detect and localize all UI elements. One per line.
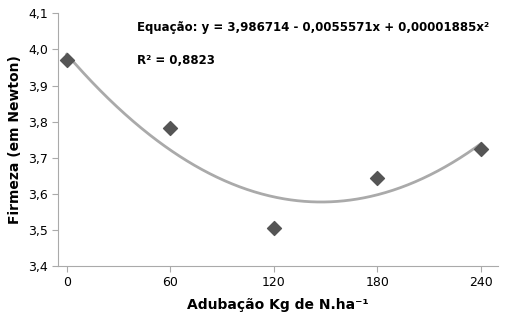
Point <box>62 58 71 63</box>
Point <box>166 125 174 131</box>
Text: R² = 0,8823: R² = 0,8823 <box>138 54 215 67</box>
Text: Equação: y = 3,986714 - 0,0055571x + 0,00001885x²: Equação: y = 3,986714 - 0,0055571x + 0,0… <box>138 21 489 34</box>
Point <box>373 175 382 180</box>
Point <box>477 146 485 151</box>
X-axis label: Adubação Kg de N.ha⁻¹: Adubação Kg de N.ha⁻¹ <box>187 298 369 312</box>
Y-axis label: Firmeza (em Newton): Firmeza (em Newton) <box>8 55 23 224</box>
Point <box>270 226 278 231</box>
